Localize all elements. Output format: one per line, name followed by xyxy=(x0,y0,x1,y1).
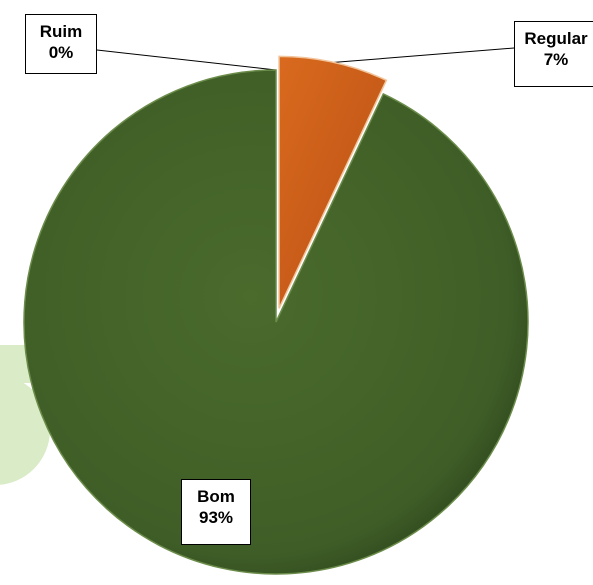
data-label-bom-percent: 93% xyxy=(198,508,234,527)
data-label-ruim-percent: 0% xyxy=(48,43,74,62)
leader-line-ruim xyxy=(96,49,277,71)
pie-slice-regular xyxy=(278,55,388,309)
data-label-regular-percent: 7% xyxy=(543,50,569,69)
leader-line-regular xyxy=(333,47,515,63)
data-label-ruim-name: Ruim xyxy=(39,22,83,41)
pie-slice-bom xyxy=(23,69,529,575)
data-label-bom: Bom 93% xyxy=(181,479,251,545)
data-label-ruim: Ruim 0% xyxy=(25,14,97,74)
pie-slices xyxy=(23,55,529,575)
data-label-bom-name: Bom xyxy=(197,487,235,506)
data-label-regular: Regular 7% xyxy=(514,21,593,87)
leader-lines xyxy=(96,47,515,71)
data-label-regular-name: Regular xyxy=(524,29,588,48)
